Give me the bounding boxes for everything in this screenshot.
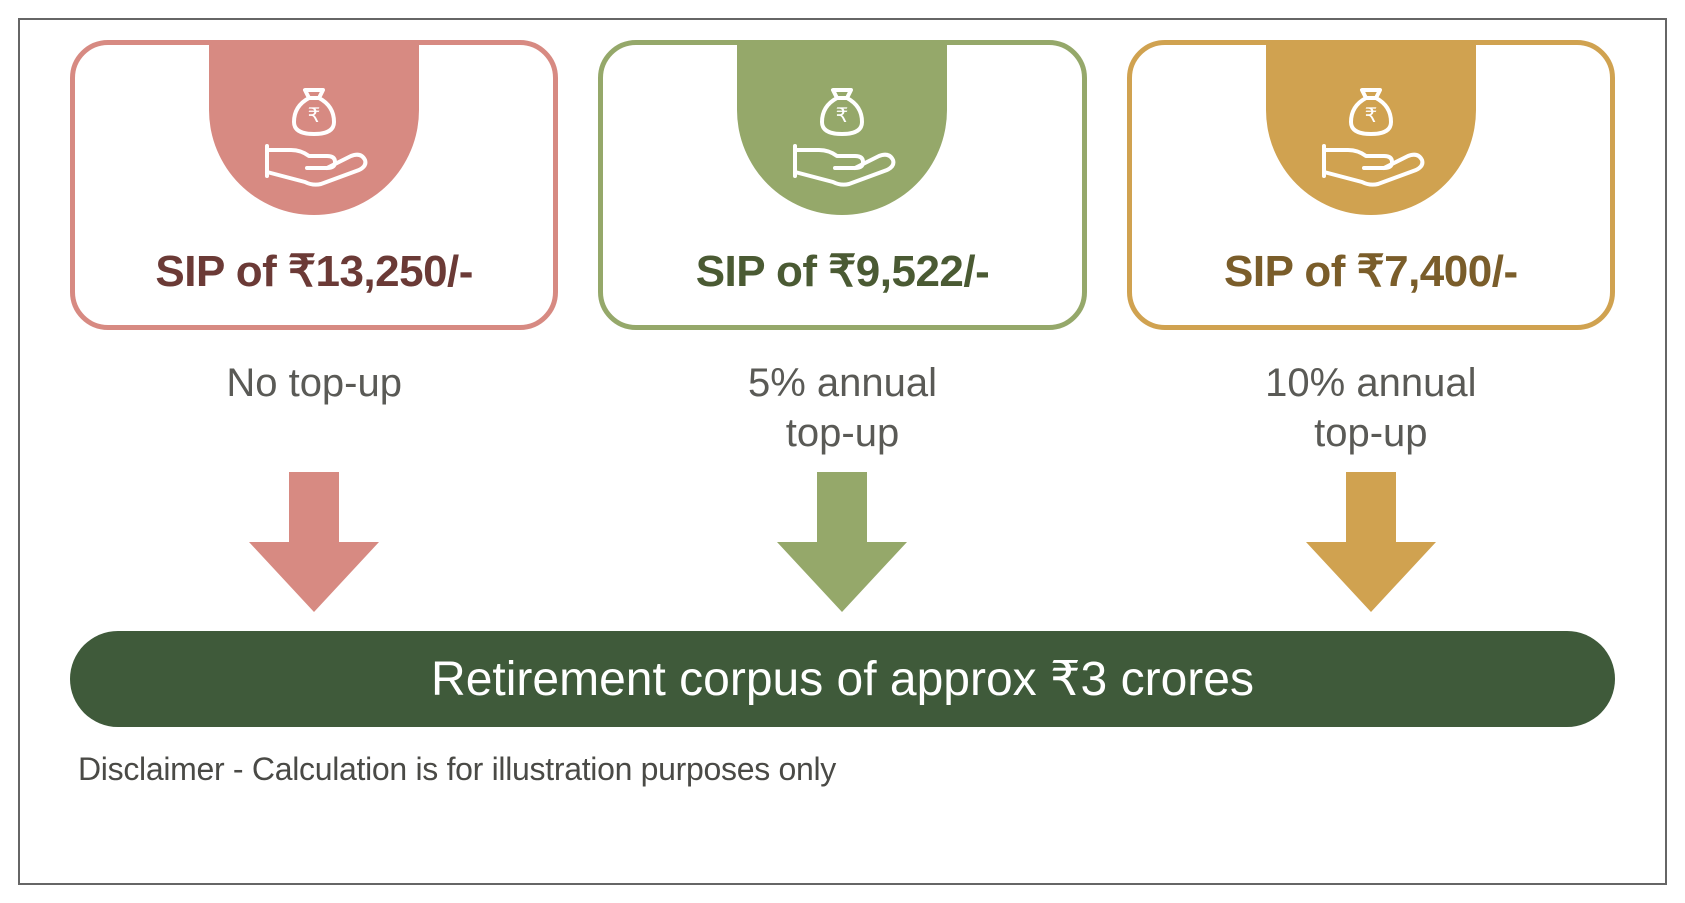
money-hand-icon: ₹	[1306, 68, 1436, 188]
card-tab-3: ₹	[1266, 40, 1476, 215]
money-hand-icon: ₹	[777, 68, 907, 188]
arrow-down-icon	[249, 472, 379, 612]
sip-amount-3: SIP of ₹7,400/-	[1224, 246, 1518, 297]
topup-label-1: No top-up	[226, 358, 402, 458]
sip-amount-2: SIP of ₹9,522/-	[696, 246, 990, 297]
card-tab-2: ₹	[737, 40, 947, 215]
arrow-down-icon	[1306, 472, 1436, 612]
result-bar: Retirement corpus of approx ₹3 crores	[70, 631, 1615, 727]
svg-text:₹: ₹	[1364, 105, 1377, 127]
topup-label-3: 10% annualtop-up	[1265, 358, 1476, 458]
money-hand-icon: ₹	[249, 68, 379, 188]
arrow-down-icon	[777, 472, 907, 612]
arrow-1	[249, 472, 379, 617]
sip-card-1: ₹ SIP of ₹13,250/-	[70, 40, 558, 330]
option-column-3: ₹ SIP of ₹7,400/- 10% annualtop-up	[1127, 40, 1615, 627]
svg-text:₹: ₹	[836, 105, 849, 127]
arrow-3	[1306, 472, 1436, 617]
cards-row: ₹ SIP of ₹13,250/- No top-up	[70, 40, 1615, 627]
infographic-frame: ₹ SIP of ₹13,250/- No top-up	[18, 18, 1667, 885]
svg-text:₹: ₹	[308, 105, 321, 127]
option-column-1: ₹ SIP of ₹13,250/- No top-up	[70, 40, 558, 627]
option-column-2: ₹ SIP of ₹9,522/- 5% annualtop-up	[598, 40, 1086, 627]
sip-amount-1: SIP of ₹13,250/-	[155, 246, 473, 297]
topup-label-2: 5% annualtop-up	[748, 358, 937, 458]
sip-card-3: ₹ SIP of ₹7,400/-	[1127, 40, 1615, 330]
card-tab-1: ₹	[209, 40, 419, 215]
sip-card-2: ₹ SIP of ₹9,522/-	[598, 40, 1086, 330]
disclaimer-text: Disclaimer - Calculation is for illustra…	[70, 751, 1615, 788]
arrow-2	[777, 472, 907, 617]
